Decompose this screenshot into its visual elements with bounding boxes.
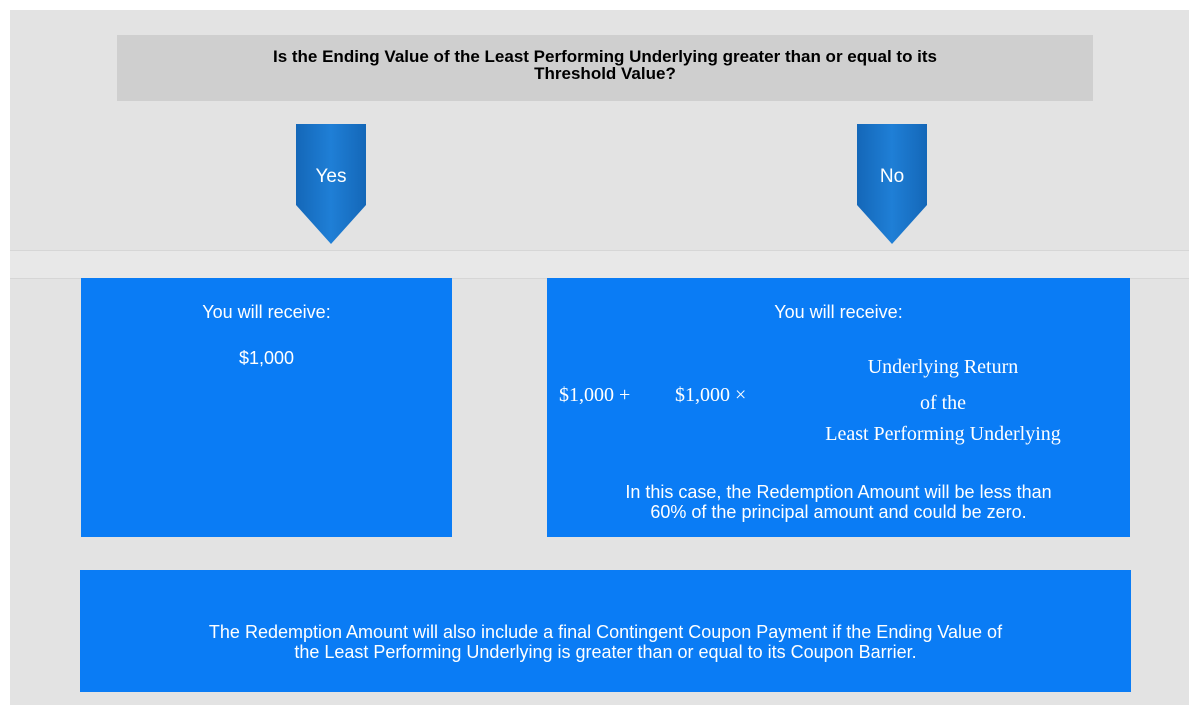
divider-band (10, 250, 1189, 279)
formula-multiplier: $1,000 × (675, 384, 747, 406)
note-line: In this case, the Redemption Amount will… (625, 482, 1052, 502)
footer-box: The Redemption Amount will also include … (80, 570, 1131, 692)
fraction-line: Underlying Return (867, 356, 1019, 378)
question-box: Is the Ending Value of the Least Perform… (117, 35, 1093, 101)
yes-arrow (296, 124, 366, 244)
no-box: You will receive: $1,000 + $1,000 × Unde… (547, 278, 1130, 537)
yes-label: Yes (315, 166, 347, 187)
amount: $1,000 (238, 348, 295, 368)
formula-base: $1,000 + (559, 384, 631, 406)
no-label: No (879, 166, 905, 187)
fraction-line: of the (919, 392, 967, 414)
footer-line: the Least Performing Underlying is great… (294, 642, 917, 662)
heading: You will receive: (202, 302, 331, 322)
note-line: 60% of the principal amount and could be… (650, 502, 1027, 522)
no-arrow (857, 124, 927, 244)
question-line: Threshold Value? (534, 64, 676, 83)
heading: You will receive: (774, 302, 903, 322)
yes-box: You will receive: $1,000 (81, 278, 452, 537)
footer-line: The Redemption Amount will also include … (208, 622, 1003, 642)
fraction-line: Least Performing Underlying (825, 423, 1061, 445)
question-line: Is the Ending Value of the Least Perform… (272, 47, 938, 66)
